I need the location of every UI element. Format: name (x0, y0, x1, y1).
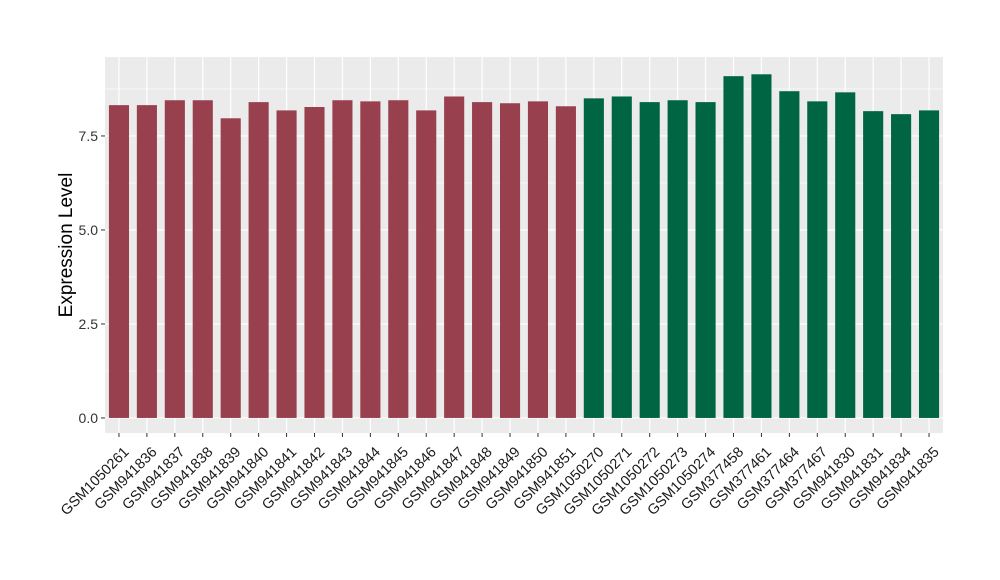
bar-GSM941840 (248, 102, 269, 418)
bar-GSM941846 (416, 110, 437, 418)
bar-GSM941835 (918, 110, 940, 418)
bar-GSM377467 (807, 101, 828, 418)
y-tick-label: 7.5 (79, 128, 99, 144)
bar-GSM941850 (527, 101, 549, 418)
y-axis-title: Expression Level (56, 173, 77, 318)
bar-GSM941844 (360, 101, 381, 418)
bar-GSM941843 (332, 100, 353, 418)
bar-GSM941845 (388, 100, 409, 418)
bar-GSM941841 (276, 110, 297, 418)
bar-GSM1050270 (583, 98, 604, 418)
bar-GSM941847 (444, 96, 465, 418)
bar-GSM1050272 (639, 102, 660, 418)
bars (108, 74, 940, 418)
y-axis: 0.0 2.5 5.0 7.5 (79, 128, 105, 426)
bar-GSM941842 (304, 107, 325, 418)
bar-GSM941848 (472, 102, 493, 418)
bar-GSM941839 (220, 118, 241, 418)
bar-GSM1050274 (695, 102, 716, 418)
bar-GSM941836 (136, 105, 157, 418)
bar-GSM941831 (863, 111, 884, 418)
bar-GSM377464 (779, 91, 800, 418)
y-tick-label: 5.0 (79, 222, 99, 238)
y-tick-label: 2.5 (79, 316, 99, 332)
bar-GSM1050271 (611, 96, 632, 418)
bar-GSM941834 (891, 114, 912, 418)
bar-GSM941849 (499, 103, 521, 418)
minor-gridlines (105, 88, 943, 372)
bar-GSM941837 (164, 100, 185, 418)
plot-panel (105, 57, 943, 433)
x-axis: GSM1050261GSM941836GSM941837GSM941838GSM… (58, 433, 943, 519)
bar-GSM941851 (555, 106, 576, 418)
bar-GSM941830 (835, 92, 856, 418)
bar-GSM941838 (192, 100, 213, 418)
y-tick-label: 0.0 (79, 410, 99, 426)
bar-GSM377461 (751, 74, 772, 418)
bar-GSM377458 (723, 76, 744, 418)
bar-GSM1050273 (667, 100, 688, 418)
bar-GSM1050261 (108, 105, 130, 418)
